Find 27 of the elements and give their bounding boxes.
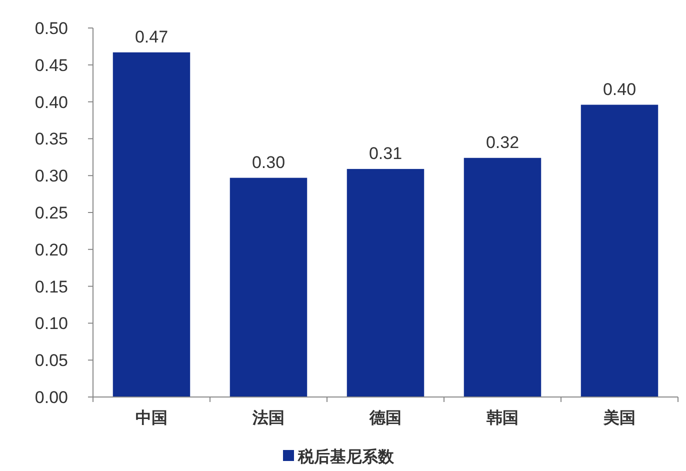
- y-tick-label: 0.35: [34, 130, 68, 149]
- x-tick-label: 法国: [252, 409, 284, 427]
- y-tick-label: 0.45: [34, 56, 68, 75]
- y-tick-label: 0.50: [34, 19, 68, 38]
- x-tick-label: 中国: [136, 409, 168, 427]
- y-tick-label: 0.25: [34, 204, 68, 222]
- data-label: 0.31: [368, 144, 402, 163]
- data-label: 0.47: [134, 27, 168, 46]
- legend-label: 税后基尼系数: [297, 448, 395, 466]
- bar: [464, 158, 542, 397]
- data-label: 0.30: [252, 152, 286, 172]
- bar: [112, 52, 190, 397]
- y-tick-label: 0.40: [34, 92, 68, 112]
- bar: [346, 168, 424, 397]
- y-tick-label: 0.30: [34, 166, 68, 186]
- data-label: 0.32: [486, 132, 520, 152]
- y-tick-label: 0.20: [34, 240, 68, 260]
- y-tick-label: 0.05: [34, 351, 68, 370]
- bar: [230, 178, 308, 397]
- x-tick-label: 美国: [602, 408, 636, 427]
- y-tick-label: 0.00: [34, 388, 68, 407]
- bar: [580, 104, 658, 397]
- data-label: 0.40: [602, 80, 636, 99]
- x-tick-label: 德国: [368, 409, 402, 427]
- x-tick-label: 韩国: [486, 409, 518, 427]
- y-tick-label: 0.15: [34, 277, 68, 296]
- y-tick-label: 0.10: [34, 314, 68, 334]
